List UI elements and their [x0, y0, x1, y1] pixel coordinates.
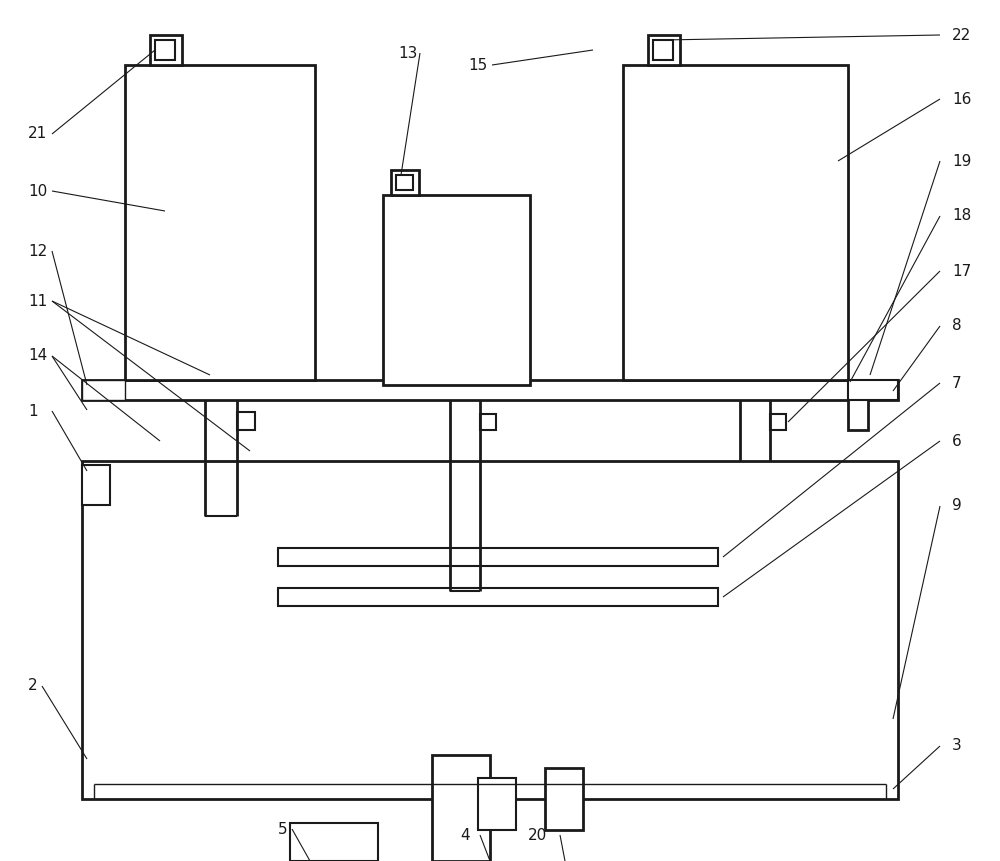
Bar — [545, 768, 583, 830]
Bar — [278, 548, 718, 566]
Text: 2: 2 — [28, 678, 38, 693]
Bar — [396, 175, 413, 190]
Bar — [648, 35, 680, 65]
Bar — [623, 65, 848, 380]
Text: 4: 4 — [460, 827, 470, 843]
Text: 3: 3 — [952, 739, 962, 753]
Bar — [432, 755, 490, 861]
Bar — [82, 465, 110, 505]
Text: 20: 20 — [528, 827, 547, 843]
Text: 22: 22 — [952, 28, 971, 42]
Bar — [237, 412, 255, 430]
Bar — [82, 380, 125, 400]
Bar — [125, 65, 315, 380]
Text: 14: 14 — [28, 349, 47, 363]
Text: 7: 7 — [952, 375, 962, 391]
Bar — [290, 823, 378, 861]
Text: 13: 13 — [398, 46, 417, 60]
Text: 9: 9 — [952, 499, 962, 513]
Bar — [155, 40, 175, 60]
Bar — [848, 380, 868, 430]
Bar — [278, 588, 718, 606]
Bar — [82, 380, 898, 400]
Text: 1: 1 — [28, 404, 38, 418]
Text: 10: 10 — [28, 183, 47, 199]
Bar — [770, 414, 786, 430]
Text: 12: 12 — [28, 244, 47, 258]
Text: 6: 6 — [952, 433, 962, 449]
Text: 19: 19 — [952, 153, 971, 169]
Bar — [653, 40, 673, 60]
Text: 17: 17 — [952, 263, 971, 278]
Bar — [478, 778, 516, 830]
Text: 21: 21 — [28, 127, 47, 141]
Text: 8: 8 — [952, 319, 962, 333]
Bar — [82, 461, 898, 799]
Text: 16: 16 — [952, 91, 971, 107]
Text: 5: 5 — [278, 821, 288, 837]
Text: 18: 18 — [952, 208, 971, 224]
Bar — [848, 380, 898, 400]
Bar — [391, 170, 419, 195]
Text: 15: 15 — [468, 58, 487, 72]
Text: 11: 11 — [28, 294, 47, 308]
Bar — [383, 195, 530, 385]
Bar — [480, 414, 496, 430]
Bar — [150, 35, 182, 65]
